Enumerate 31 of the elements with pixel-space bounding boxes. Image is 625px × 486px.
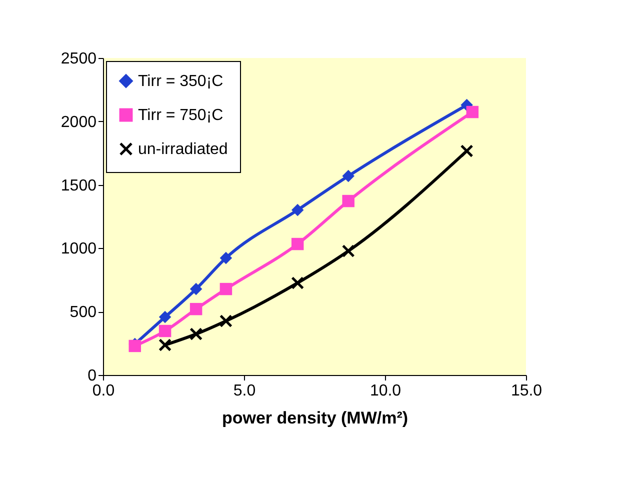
x-tick-label: 5.0 <box>233 382 256 400</box>
point <box>190 328 203 341</box>
x-axis-title: power density (MW/m²) <box>222 408 408 428</box>
point <box>220 282 232 296</box>
y-tick-label: 500 <box>70 304 97 322</box>
y-tick-label: 1000 <box>60 240 97 258</box>
point <box>466 106 479 118</box>
legend-label: un-irradiated <box>138 141 228 158</box>
point <box>460 144 474 158</box>
point <box>158 338 172 352</box>
point <box>342 170 354 182</box>
point <box>342 194 354 208</box>
x-tick-label: 15.0 <box>510 382 542 400</box>
y-tick-label: 0 <box>88 368 97 384</box>
point <box>190 302 202 316</box>
point <box>190 282 202 296</box>
point <box>291 204 304 216</box>
point <box>158 310 172 324</box>
point <box>291 238 304 250</box>
point <box>342 244 355 258</box>
x-tick-label: 0.0 <box>92 382 115 400</box>
point <box>219 314 232 328</box>
legend-label: Tirr = 750¡C <box>138 107 224 124</box>
y-tick-label: 1500 <box>60 177 97 194</box>
point <box>220 252 232 264</box>
y-tick-label: 2500 <box>60 50 97 68</box>
x-tick-label: 10.0 <box>370 382 402 400</box>
legend-label: Tirr = 350¡C <box>138 73 224 90</box>
point <box>291 276 304 290</box>
y-tick-label: 2000 <box>60 114 97 131</box>
point <box>158 324 172 338</box>
